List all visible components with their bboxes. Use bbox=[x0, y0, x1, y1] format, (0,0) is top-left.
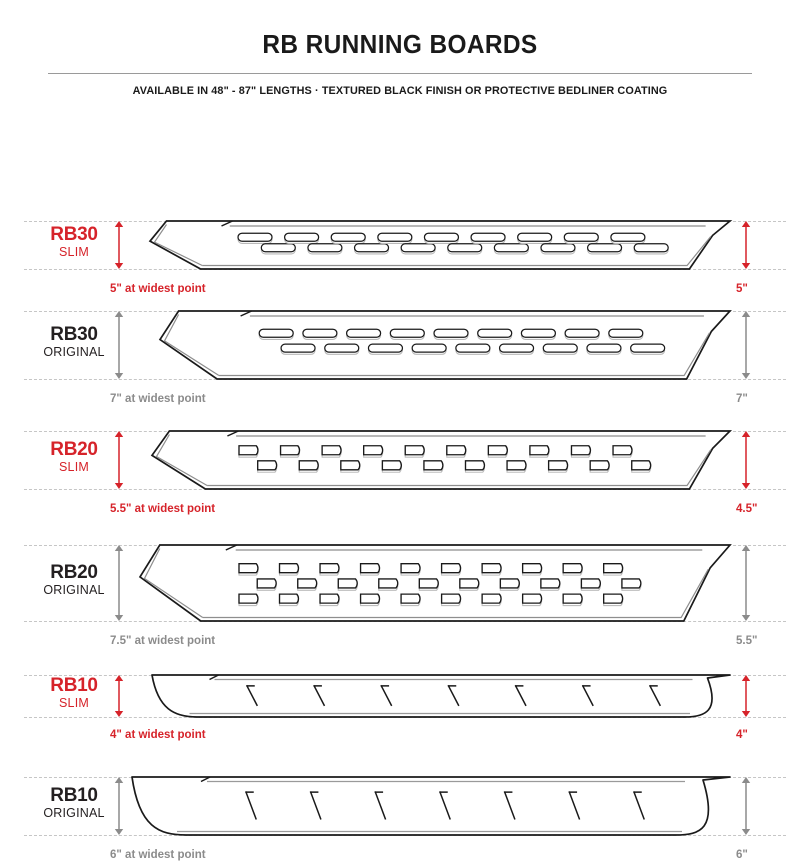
model-name: RB10 bbox=[50, 784, 98, 806]
board-illustration bbox=[131, 773, 736, 845]
model-name: RB30 bbox=[50, 323, 98, 345]
board-illustration bbox=[148, 217, 736, 279]
width-caption-right: 5.5" bbox=[736, 634, 758, 647]
model-variant: ORIGINAL bbox=[43, 805, 105, 820]
product-row: RB30 SLIM 5" at widest point 5" bbox=[0, 217, 800, 301]
model-variant: ORIGINAL bbox=[43, 582, 105, 597]
model-name: RB20 bbox=[50, 438, 98, 460]
board-illustration bbox=[138, 541, 736, 631]
page-title: RB RUNNING BOARDS bbox=[262, 29, 538, 59]
width-caption-left: 7.5" at widest point bbox=[110, 634, 216, 647]
product-label: RB30 ORIGINAL bbox=[28, 323, 120, 359]
dimension-arrow-right bbox=[739, 776, 753, 835]
dimension-arrow-left bbox=[112, 776, 126, 835]
dimension-arrow-left bbox=[112, 220, 126, 269]
dimension-arrow-left bbox=[112, 430, 126, 489]
product-label: RB10 ORIGINAL bbox=[28, 784, 120, 820]
width-caption-right: 4.5" bbox=[736, 502, 758, 515]
product-label: RB20 ORIGINAL bbox=[28, 561, 120, 597]
model-variant: SLIM bbox=[59, 459, 89, 474]
width-caption-right: 6" bbox=[736, 848, 748, 861]
width-caption-right: 4" bbox=[736, 728, 748, 741]
board-illustration bbox=[150, 427, 736, 499]
dimension-arrow-left bbox=[112, 544, 126, 621]
width-caption-right: 5" bbox=[736, 282, 748, 295]
dimension-arrow-right bbox=[739, 310, 753, 379]
width-caption-left: 5" at widest point bbox=[110, 282, 206, 295]
model-name: RB20 bbox=[50, 561, 98, 583]
product-row: RB20 ORIGINAL 7.5" at widest point 5.5" bbox=[0, 541, 800, 653]
width-caption-left: 4" at widest point bbox=[110, 728, 206, 741]
sheet-header: RB RUNNING BOARDS AVAILABLE IN 48" - 87"… bbox=[0, 0, 800, 97]
board-illustration bbox=[158, 307, 736, 389]
board-illustration bbox=[151, 671, 736, 727]
model-name: RB10 bbox=[50, 674, 98, 696]
model-name: RB30 bbox=[50, 223, 98, 245]
width-caption-left: 6" at widest point bbox=[110, 848, 206, 861]
dimension-arrow-right bbox=[739, 544, 753, 621]
model-variant: SLIM bbox=[59, 695, 89, 710]
product-row: RB10 SLIM 4" at widest point 4" bbox=[0, 671, 800, 747]
width-caption-left: 7" at widest point bbox=[110, 392, 206, 405]
width-caption-right: 7" bbox=[736, 392, 748, 405]
dimension-arrow-right bbox=[739, 430, 753, 489]
product-row: RB10 ORIGINAL 6" at widest point 6" bbox=[0, 773, 800, 867]
product-row: RB20 SLIM 5.5" at widest point 4.5" bbox=[0, 427, 800, 521]
dimension-arrow-left bbox=[112, 310, 126, 379]
page-subtitle: AVAILABLE IN 48" - 87" LENGTHS · TEXTURE… bbox=[132, 84, 668, 97]
model-variant: SLIM bbox=[59, 244, 89, 259]
product-label: RB10 SLIM bbox=[28, 674, 120, 710]
dimension-arrow-right bbox=[739, 220, 753, 269]
title-divider bbox=[48, 72, 752, 74]
product-row: RB30 ORIGINAL 7" at widest point 7" bbox=[0, 307, 800, 411]
model-variant: ORIGINAL bbox=[43, 344, 105, 359]
product-label: RB20 SLIM bbox=[28, 438, 120, 474]
dimension-arrow-right bbox=[739, 674, 753, 717]
product-label: RB30 SLIM bbox=[28, 223, 120, 259]
dimension-arrow-left bbox=[112, 674, 126, 717]
width-caption-left: 5.5" at widest point bbox=[110, 502, 216, 515]
